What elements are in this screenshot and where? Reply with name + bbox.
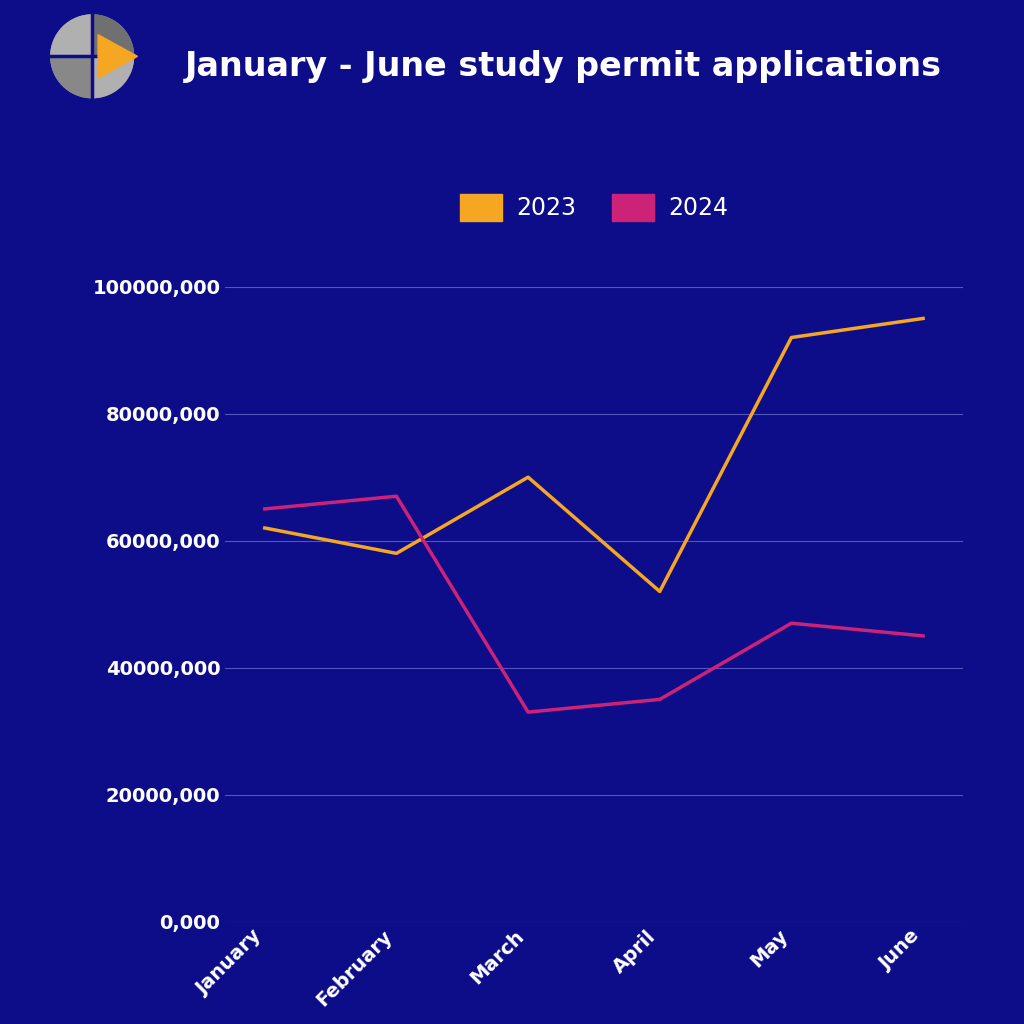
Wedge shape bbox=[92, 15, 133, 56]
Text: January - June study permit applications: January - June study permit applications bbox=[184, 50, 942, 83]
Wedge shape bbox=[51, 15, 92, 56]
Polygon shape bbox=[98, 35, 137, 78]
Legend: 2023, 2024: 2023, 2024 bbox=[451, 184, 737, 230]
Circle shape bbox=[51, 15, 133, 97]
Wedge shape bbox=[51, 56, 92, 97]
Wedge shape bbox=[92, 56, 133, 97]
